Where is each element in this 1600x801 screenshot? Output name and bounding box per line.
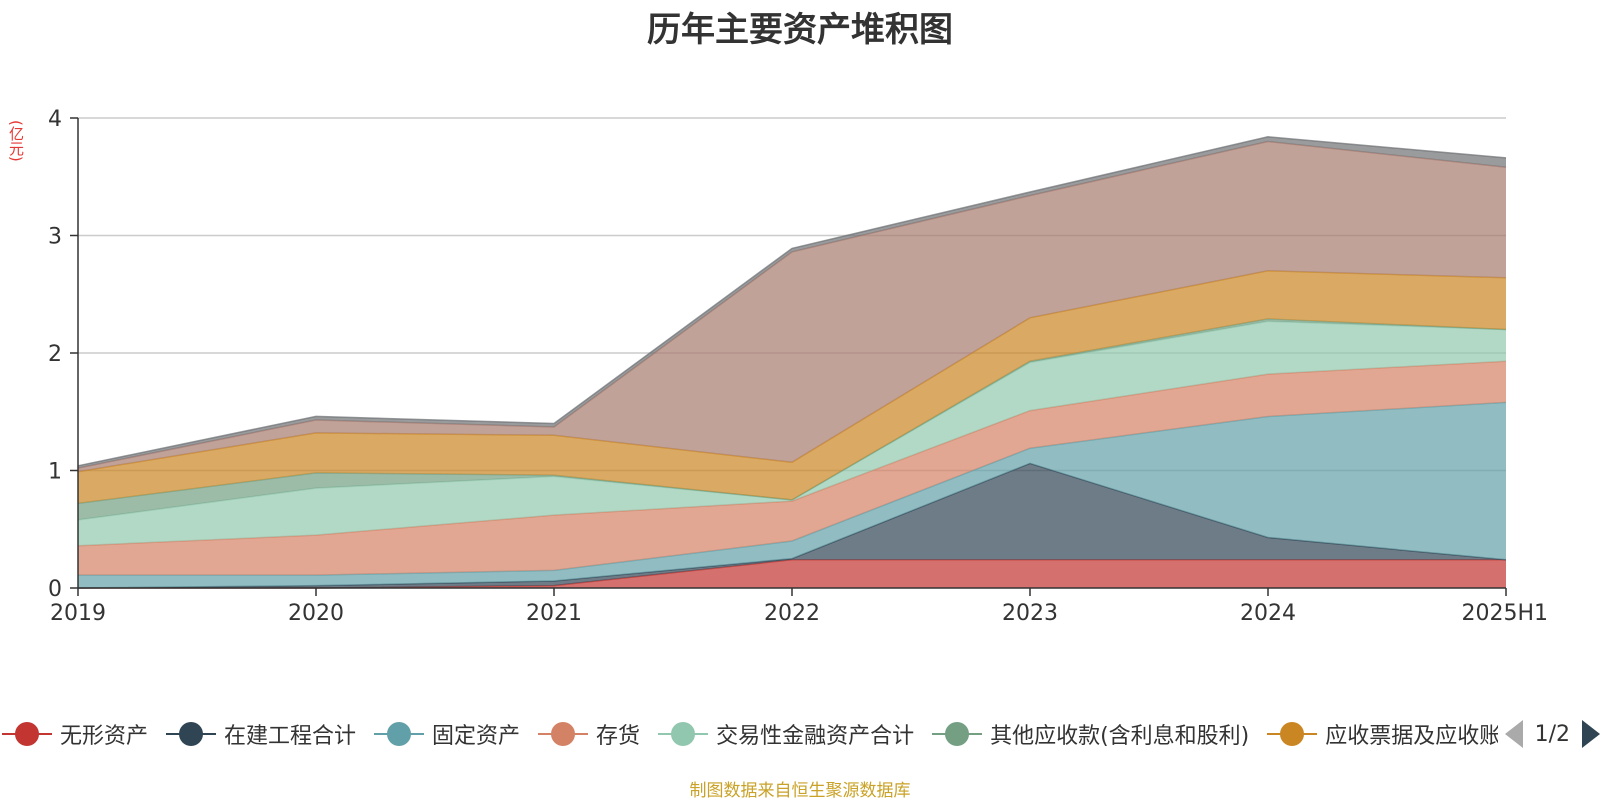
legend-marker-dot	[671, 722, 696, 746]
area-series-0[interactable]	[78, 559, 1506, 588]
area-series-5[interactable]	[78, 318, 1506, 520]
legend-marker-dot	[387, 722, 412, 746]
area-series-3[interactable]	[78, 361, 1506, 576]
y-tick-label: 2	[48, 342, 62, 367]
area-series-4[interactable]	[78, 321, 1506, 546]
legend-prev-page-icon[interactable]	[1504, 720, 1523, 748]
legend-item-4[interactable]: 交易性金融资产合计	[658, 718, 914, 750]
legend-item-3[interactable]: 存货	[538, 718, 640, 750]
legend-marker-dot	[15, 722, 39, 746]
y-axis-unit: (亿元)	[7, 120, 25, 162]
legend-item-2[interactable]: 固定资产	[374, 718, 520, 750]
area-series	[77, 136, 1507, 589]
x-tick-label: 2024	[1240, 601, 1296, 626]
legend-page-indicator: 1/2	[1534, 721, 1570, 747]
chart-title: 历年主要资产堆积图	[647, 10, 953, 50]
legend-item-0[interactable]: 无形资产	[2, 718, 148, 750]
series-line-8	[77, 136, 1507, 467]
x-tick-label: 2025H1	[1461, 601, 1548, 626]
area-series-2[interactable]	[78, 402, 1506, 588]
legend-label: 固定资产	[432, 724, 521, 749]
legend-marker-icon	[374, 721, 425, 747]
legend-marker-icon	[658, 721, 709, 747]
data-source-note: 制图数据来自恒生聚源数据库	[689, 781, 911, 801]
y-tick-label: 0	[48, 577, 62, 602]
legend-item-6[interactable]: 应收票据及应收账款	[1267, 718, 1523, 750]
area-series-6[interactable]	[78, 270, 1506, 504]
x-tick-label: 2023	[1002, 601, 1058, 626]
area-series-7[interactable]	[78, 141, 1506, 472]
legend-marker-icon	[2, 721, 52, 747]
legend: 无形资产 在建工程合计 固定资产 存货 交易性金融资产合计 其他应收款(含利息和股利) 应收…	[2, 712, 1600, 756]
legend-label: 应收票据及应收账款	[1325, 724, 1524, 749]
legend-label: 其他应收款(含利息和股利)	[990, 724, 1250, 749]
x-tick-label: 2019	[50, 601, 106, 626]
legend-marker-dot	[1280, 722, 1305, 746]
legend-marker-dot	[179, 722, 204, 746]
legend-next-page-icon[interactable]	[1582, 720, 1600, 748]
legend-marker-dot	[551, 722, 576, 746]
legend-label: 无形资产	[60, 724, 149, 749]
legend-label: 存货	[596, 724, 641, 749]
stacked-area-chart: 0 1 2 3 4 2019 2020 2021 2022 2023 2024 2025H1	[48, 107, 1548, 626]
legend-pager: 1/2	[1498, 712, 1600, 756]
y-tick-label: 3	[48, 225, 62, 250]
legend-marker-icon	[538, 721, 589, 747]
legend-label: 交易性金融资产合计	[716, 724, 915, 749]
legend-marker-icon	[166, 721, 217, 747]
area-series-1[interactable]	[78, 463, 1506, 588]
legend-marker-icon	[1267, 721, 1318, 747]
legend-item-5[interactable]: 其他应收款(含利息和股利)	[932, 718, 1249, 750]
y-tick-label: 1	[48, 460, 62, 485]
x-tick-label: 2022	[764, 601, 820, 626]
y-tick-label: 4	[48, 107, 62, 132]
x-tick-label: 2020	[288, 601, 344, 626]
axes: 0 1 2 3 4 2019 2020 2021 2022 2023 2024 2025H1	[48, 107, 1548, 626]
legend-label: 在建工程合计	[224, 724, 357, 749]
legend-marker-dot	[945, 722, 970, 746]
x-tick-label: 2021	[526, 601, 582, 626]
legend-marker-icon	[932, 721, 983, 747]
legend-item-1[interactable]: 在建工程合计	[166, 718, 356, 750]
